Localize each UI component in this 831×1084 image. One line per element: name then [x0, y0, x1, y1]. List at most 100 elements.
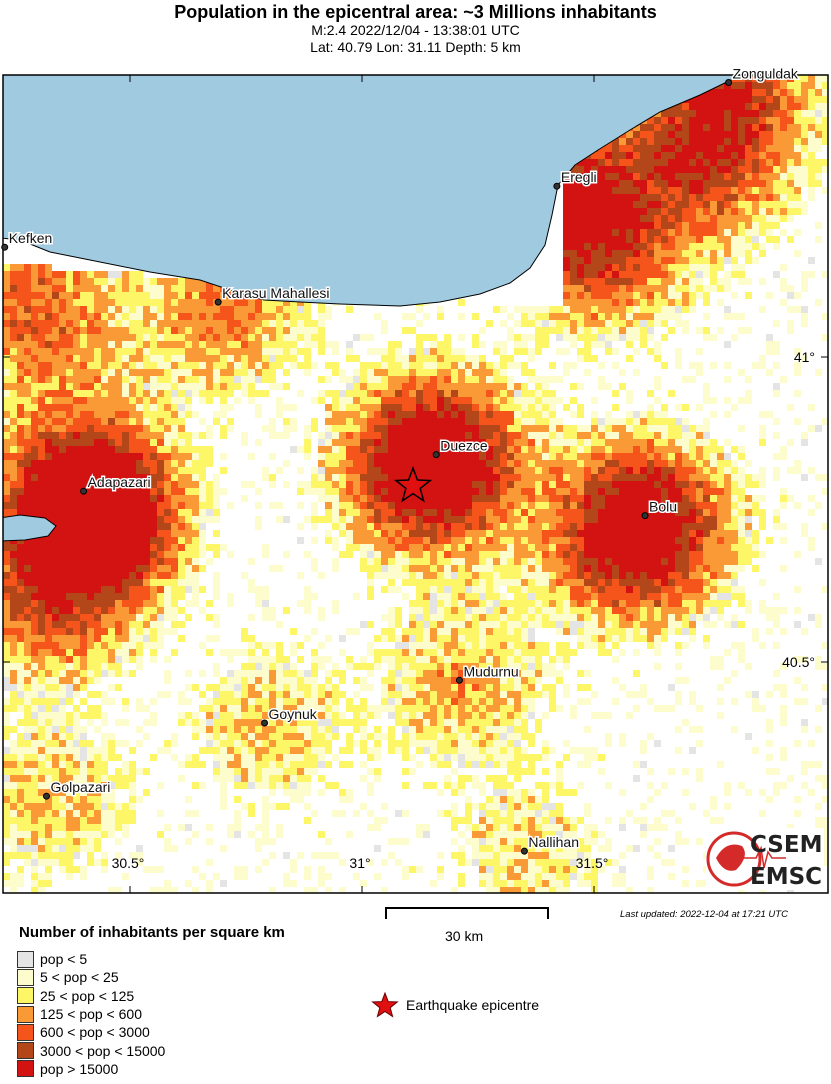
population-cell: [703, 257, 710, 264]
population-cell: [738, 208, 745, 215]
population-cell: [31, 327, 38, 334]
population-cell: [647, 201, 654, 208]
population-cell: [157, 362, 164, 369]
population-cell: [472, 495, 479, 502]
population-cell: [507, 551, 514, 558]
population-cell: [241, 348, 248, 355]
population-cell: [255, 355, 262, 362]
population-cell: [178, 572, 185, 579]
population-cell: [430, 418, 437, 425]
population-cell: [24, 397, 31, 404]
population-cell: [262, 544, 269, 551]
population-cell: [458, 572, 465, 579]
population-cell: [787, 138, 794, 145]
population-cell: [115, 425, 122, 432]
population-cell: [17, 271, 24, 278]
population-cell: [206, 299, 213, 306]
population-cell: [171, 355, 178, 362]
population-cell: [766, 110, 773, 117]
population-cell: [115, 558, 122, 565]
population-cell: [724, 460, 731, 467]
population-cell: [66, 341, 73, 348]
population-cell: [584, 208, 591, 215]
population-cell: [766, 131, 773, 138]
population-cell: [52, 425, 59, 432]
population-cell: [661, 523, 668, 530]
population-cell: [290, 320, 297, 327]
population-cell: [248, 355, 255, 362]
population-cell: [115, 432, 122, 439]
population-cell: [563, 320, 570, 327]
population-cell: [780, 82, 787, 89]
population-cell: [150, 488, 157, 495]
population-cell: [122, 278, 129, 285]
population-cell: [157, 418, 164, 425]
population-cell: [556, 397, 563, 404]
population-cell: [486, 586, 493, 593]
population-cell: [73, 404, 80, 411]
population-cell: [213, 348, 220, 355]
population-cell: [248, 390, 255, 397]
population-cell: [157, 593, 164, 600]
population-cell: [535, 572, 542, 579]
population-cell: [675, 509, 682, 516]
population-cell: [801, 474, 808, 481]
population-cell: [773, 96, 780, 103]
population-cell: [626, 523, 633, 530]
population-cell: [45, 313, 52, 320]
population-cell: [815, 166, 822, 173]
population-cell: [38, 474, 45, 481]
population-cell: [157, 341, 164, 348]
population-cell: [472, 481, 479, 488]
population-cell: [143, 313, 150, 320]
population-cell: [556, 446, 563, 453]
population-cell: [521, 313, 528, 320]
population-cell: [87, 551, 94, 558]
population-cell: [654, 516, 661, 523]
population-cell: [297, 348, 304, 355]
population-cell: [724, 243, 731, 250]
population-cell: [598, 467, 605, 474]
population-cell: [514, 383, 521, 390]
population-cell: [598, 159, 605, 166]
population-cell: [458, 313, 465, 320]
population-cell: [423, 467, 430, 474]
population-cell: [59, 411, 66, 418]
population-cell: [759, 516, 766, 523]
population-cell: [724, 558, 731, 565]
population-cell: [577, 180, 584, 187]
population-cell: [738, 96, 745, 103]
population-cell: [157, 509, 164, 516]
population-cell: [3, 278, 10, 285]
population-cell: [122, 313, 129, 320]
population-cell: [129, 362, 136, 369]
population-cell: [535, 460, 542, 467]
population-cell: [213, 551, 220, 558]
population-cell: [633, 173, 640, 180]
population-cell: [423, 362, 430, 369]
population-cell: [444, 397, 451, 404]
population-cell: [647, 593, 654, 600]
population-cell: [416, 579, 423, 586]
population-cell: [689, 474, 696, 481]
population-cell: [542, 530, 549, 537]
population-cell: [598, 271, 605, 278]
population-cell: [479, 467, 486, 474]
population-cell: [626, 173, 633, 180]
population-cell: [164, 425, 171, 432]
population-cell: [605, 544, 612, 551]
population-cell: [283, 460, 290, 467]
population-cell: [402, 327, 409, 334]
population-cell: [304, 551, 311, 558]
population-cell: [80, 285, 87, 292]
population-cell: [612, 201, 619, 208]
population-cell: [619, 166, 626, 173]
population-cell: [472, 537, 479, 544]
population-cell: [710, 117, 717, 124]
population-cell: [38, 292, 45, 299]
population-cell: [640, 334, 647, 341]
population-cell: [3, 334, 10, 341]
population-cell: [640, 243, 647, 250]
population-cell: [535, 488, 542, 495]
population-cell: [801, 138, 808, 145]
